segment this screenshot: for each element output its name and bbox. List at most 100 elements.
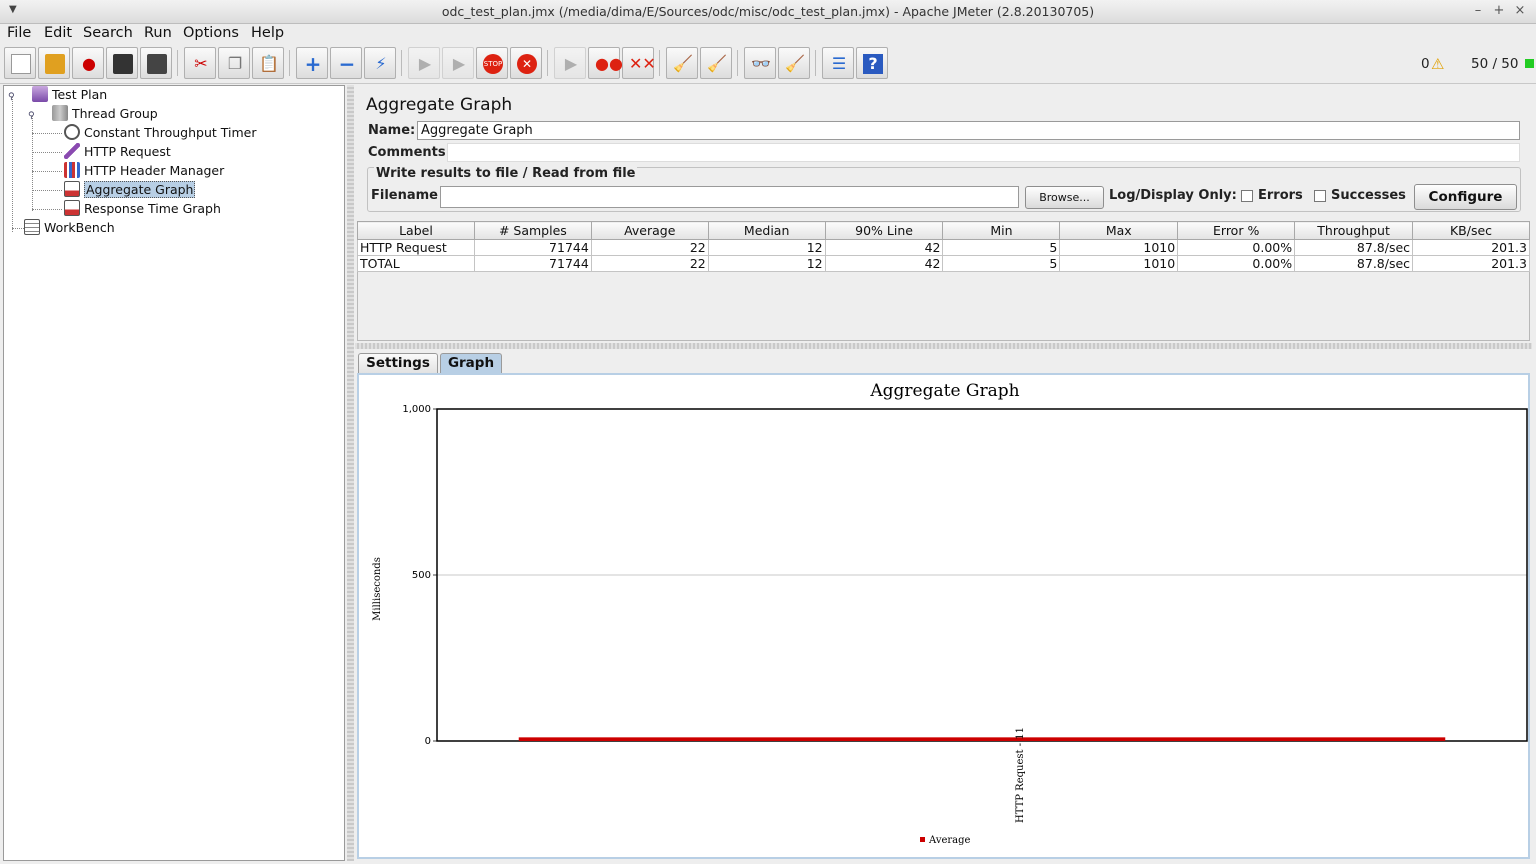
- paste-icon: 📋: [259, 54, 279, 73]
- window-menu-icon[interactable]: ▼: [9, 4, 17, 15]
- header-manager-icon: [64, 162, 80, 178]
- column-header[interactable]: Median: [707, 221, 826, 240]
- table-cell: 201.3: [1412, 255, 1530, 272]
- tree-item-label: Thread Group: [71, 106, 158, 121]
- warning-count[interactable]: 0: [1421, 56, 1430, 72]
- expand-toggle-icon[interactable]: ⚲: [28, 111, 35, 121]
- tree-item-label: Response Time Graph: [84, 201, 221, 216]
- remote-start-button[interactable]: ▶: [554, 47, 586, 79]
- tree-item-label: HTTP Header Manager: [84, 163, 225, 178]
- column-header[interactable]: Label: [357, 221, 475, 240]
- search-icon: 👓: [751, 54, 771, 73]
- new-button[interactable]: [4, 47, 36, 79]
- column-header[interactable]: Throughput: [1294, 221, 1414, 240]
- cut-button[interactable]: ✂: [184, 47, 216, 79]
- expand-all-button[interactable]: +: [296, 47, 328, 79]
- aggregate-chart: Aggregate Graph Milliseconds 0 500 1,000 H…: [372, 381, 1528, 846]
- table-cell: 22: [590, 255, 709, 272]
- successes-checkbox[interactable]: [1314, 190, 1326, 202]
- tab-settings[interactable]: Settings: [358, 353, 438, 373]
- clear-all-button[interactable]: 🧹: [700, 47, 732, 79]
- collapse-all-button[interactable]: −: [330, 47, 362, 79]
- tree-item-http-request[interactable]: HTTP Request: [64, 143, 171, 161]
- column-header[interactable]: Min: [942, 221, 1061, 240]
- save-as-button[interactable]: [140, 47, 172, 79]
- menu-options[interactable]: Options: [183, 25, 239, 41]
- tab-graph[interactable]: Graph: [440, 353, 502, 373]
- chart-y-tick-label: 1,000: [402, 404, 431, 415]
- chart-legend-swatch: [920, 837, 925, 842]
- menu-file[interactable]: File: [7, 25, 32, 41]
- errors-label: Errors: [1258, 188, 1303, 203]
- table-row[interactable]: HTTP Request 71744 22 12 42 5 1010 0.00%…: [357, 239, 1530, 256]
- copy-button[interactable]: ❐: [218, 47, 250, 79]
- shutdown-button[interactable]: ✕: [510, 47, 542, 79]
- comments-label: Comments:: [368, 145, 451, 160]
- tree-item-constant-throughput-timer[interactable]: Constant Throughput Timer: [64, 124, 256, 142]
- help-icon: ?: [863, 54, 883, 74]
- reset-search-button[interactable]: 🧹: [778, 47, 810, 79]
- tree-item-test-plan[interactable]: ⚲ Test Plan: [8, 86, 107, 104]
- function-helper-button[interactable]: ☰: [822, 47, 854, 79]
- remote-stop-button[interactable]: ●●: [588, 47, 623, 79]
- menu-run[interactable]: Run: [144, 25, 172, 41]
- column-header[interactable]: KB/sec: [1412, 221, 1530, 240]
- expand-toggle-icon[interactable]: ⚲: [8, 92, 15, 102]
- table-cell: 22: [590, 239, 709, 256]
- close-window-icon[interactable]: ×: [1514, 3, 1526, 18]
- start-button[interactable]: ▶: [408, 47, 440, 79]
- maximize-icon[interactable]: +: [1493, 3, 1505, 18]
- errors-checkbox[interactable]: [1241, 190, 1253, 202]
- table-cell: 1010: [1059, 255, 1179, 272]
- browse-button[interactable]: Browse...: [1025, 186, 1104, 209]
- window-titlebar: ▼ odc_test_plan.jmx (/media/dima/E/Sourc…: [0, 0, 1536, 24]
- graph-icon: [64, 200, 80, 216]
- start-no-timers-button[interactable]: ▶: [442, 47, 474, 79]
- column-header[interactable]: Average: [590, 221, 709, 240]
- menu-edit[interactable]: Edit: [44, 25, 73, 41]
- close-button[interactable]: ●: [72, 47, 104, 79]
- save-button[interactable]: [106, 47, 138, 79]
- horizontal-splitter[interactable]: [355, 343, 1532, 349]
- tree-item-response-time-graph[interactable]: Response Time Graph: [64, 200, 221, 218]
- name-field[interactable]: Aggregate Graph: [417, 121, 1520, 140]
- help-button[interactable]: ?: [856, 47, 888, 79]
- minimize-icon[interactable]: –: [1474, 3, 1482, 18]
- warning-icon[interactable]: ⚠: [1431, 55, 1445, 73]
- stop-button[interactable]: STOP: [476, 47, 508, 79]
- workbench-icon: [24, 219, 40, 235]
- vertical-splitter[interactable]: [347, 85, 354, 861]
- column-header[interactable]: # Samples: [473, 221, 592, 240]
- column-header[interactable]: 90% Line: [824, 221, 944, 240]
- paste-button[interactable]: 📋: [252, 47, 284, 79]
- tree-item-http-header-manager[interactable]: HTTP Header Manager: [64, 162, 224, 180]
- clear-icon: 🧹: [673, 54, 693, 73]
- save-icon: [113, 54, 133, 74]
- comments-field[interactable]: [447, 143, 1520, 162]
- running-indicator-icon: [1525, 59, 1534, 68]
- chart-y-axis-label: Milliseconds: [372, 557, 383, 621]
- tree-item-thread-group[interactable]: ⚲ Thread Group: [28, 105, 158, 123]
- search-button[interactable]: 👓: [744, 47, 776, 79]
- tree-item-aggregate-graph[interactable]: Aggregate Graph: [64, 181, 196, 199]
- menu-search[interactable]: Search: [83, 25, 133, 41]
- menu-help[interactable]: Help: [251, 25, 285, 41]
- start-no-timers-icon: ▶: [452, 54, 466, 73]
- toggle-button[interactable]: ⚡: [364, 47, 396, 79]
- clear-button[interactable]: 🧹: [666, 47, 698, 79]
- graph-icon: [64, 181, 80, 197]
- table-cell: 0.00%: [1177, 255, 1296, 272]
- tree-item-workbench[interactable]: WorkBench: [24, 219, 115, 237]
- table-row[interactable]: TOTAL 71744 22 12 42 5 1010 0.00% 87.8/s…: [357, 255, 1530, 272]
- column-header[interactable]: Max: [1059, 221, 1179, 240]
- table-cell: 12: [707, 255, 826, 272]
- open-button[interactable]: [38, 47, 70, 79]
- column-header[interactable]: Error %: [1177, 221, 1296, 240]
- table-cell: 5: [942, 239, 1061, 256]
- filename-input[interactable]: [440, 186, 1019, 208]
- tree-item-label: Aggregate Graph: [84, 181, 196, 198]
- remote-shutdown-button[interactable]: ✕✕: [622, 47, 656, 79]
- configure-button[interactable]: Configure: [1414, 184, 1517, 210]
- pipette-icon: [64, 143, 80, 159]
- collapse-icon: −: [338, 52, 356, 76]
